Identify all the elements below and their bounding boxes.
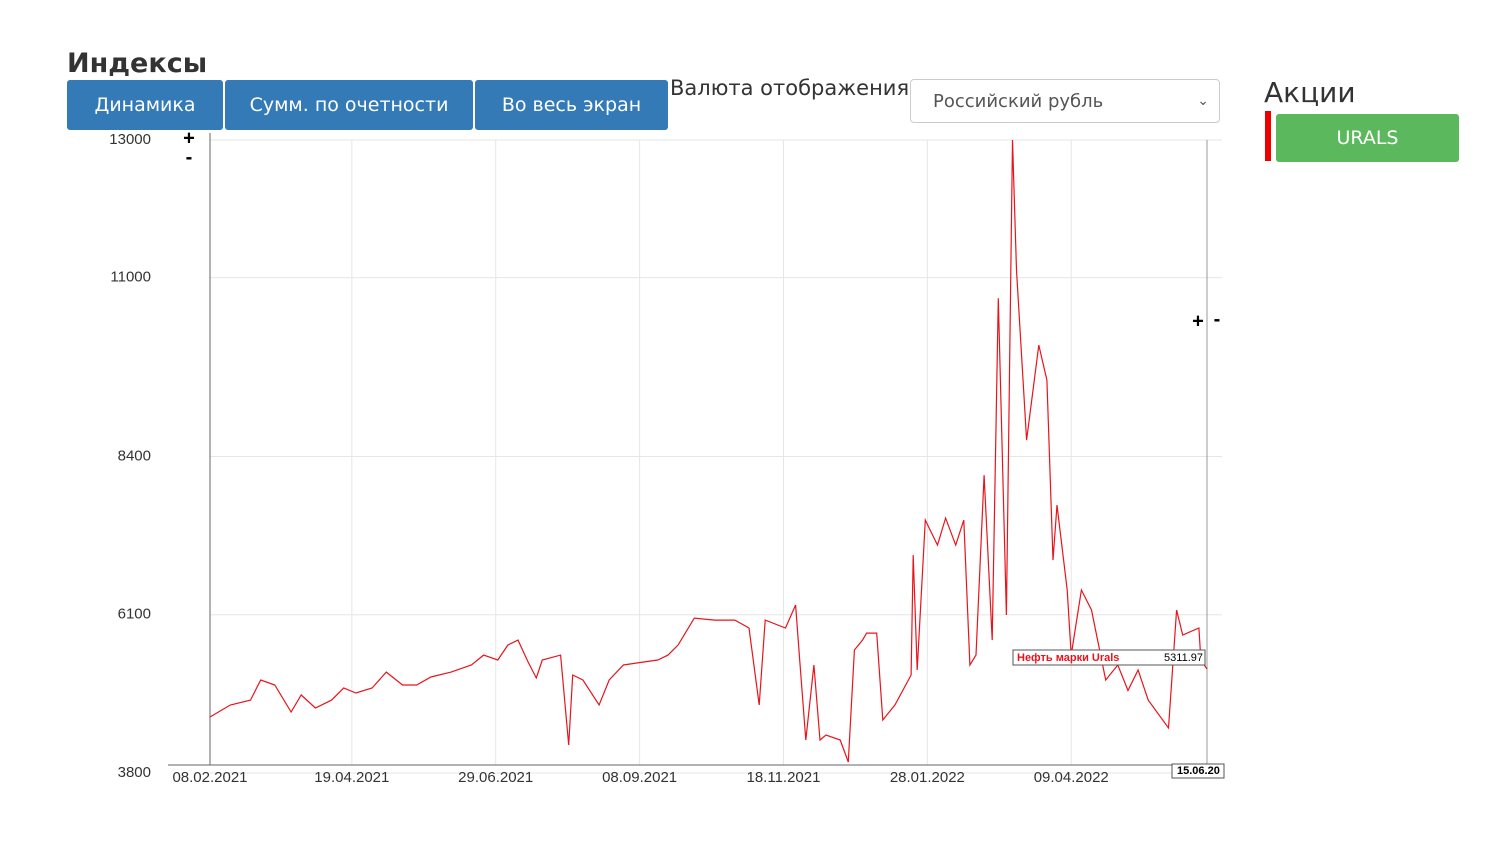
x-tick-label: 29.06.2021 <box>458 769 533 786</box>
cursor-date: 15.06.20 <box>1177 765 1220 777</box>
currency-select[interactable]: Российский рубль ⌄ <box>910 79 1220 123</box>
x-tick-label: 28.01.2022 <box>890 769 965 786</box>
x-tick-label: 19.04.2021 <box>314 769 389 786</box>
ticker-button[interactable]: URALS <box>1276 114 1459 162</box>
data-line <box>209 139 1208 763</box>
cursor-date-box <box>1171 763 1225 779</box>
zoom-minus[interactable]: - <box>1214 308 1221 330</box>
y-tick-label: 11000 <box>110 269 151 286</box>
x-tick-label: 09.04.2022 <box>1034 769 1109 786</box>
indicator <box>1265 111 1271 161</box>
select-value: Российский рубль <box>933 90 1104 112</box>
y-tick-label: 6100 <box>118 606 151 623</box>
button[interactable]: Динамика <box>67 80 223 130</box>
zoom-minus[interactable]: - <box>186 146 193 168</box>
tooltip: Нефть марки Urals 5311.97 <box>1012 649 1206 666</box>
tooltip-box <box>1012 649 1206 666</box>
currency-label: Валюта отображения <box>670 76 910 100</box>
button[interactable]: Сумм. по очетности <box>225 80 473 130</box>
y-tick-label: 3800 <box>118 764 151 781</box>
chevron: ⌄ <box>1197 93 1209 109</box>
x-tick-label: 08.09.2021 <box>602 769 677 786</box>
zoom-plus[interactable]: + <box>1192 310 1204 332</box>
x-tick-label: 08.02.2021 <box>172 769 247 786</box>
button[interactable]: Во весь экран <box>475 80 668 130</box>
y-tick-label: 8400 <box>118 447 151 464</box>
tooltip-value: 5311.97 <box>1164 652 1203 664</box>
sidebar-title: Акции <box>1264 76 1356 109</box>
x-tick-label: 18.11.2021 <box>746 769 820 786</box>
zoom-plus[interactable]: + <box>183 127 195 149</box>
y-tick-label: 13000 <box>109 131 151 148</box>
tooltip-series: Нефть марки Urals <box>1017 652 1119 664</box>
page-title: Индексы <box>67 48 208 79</box>
